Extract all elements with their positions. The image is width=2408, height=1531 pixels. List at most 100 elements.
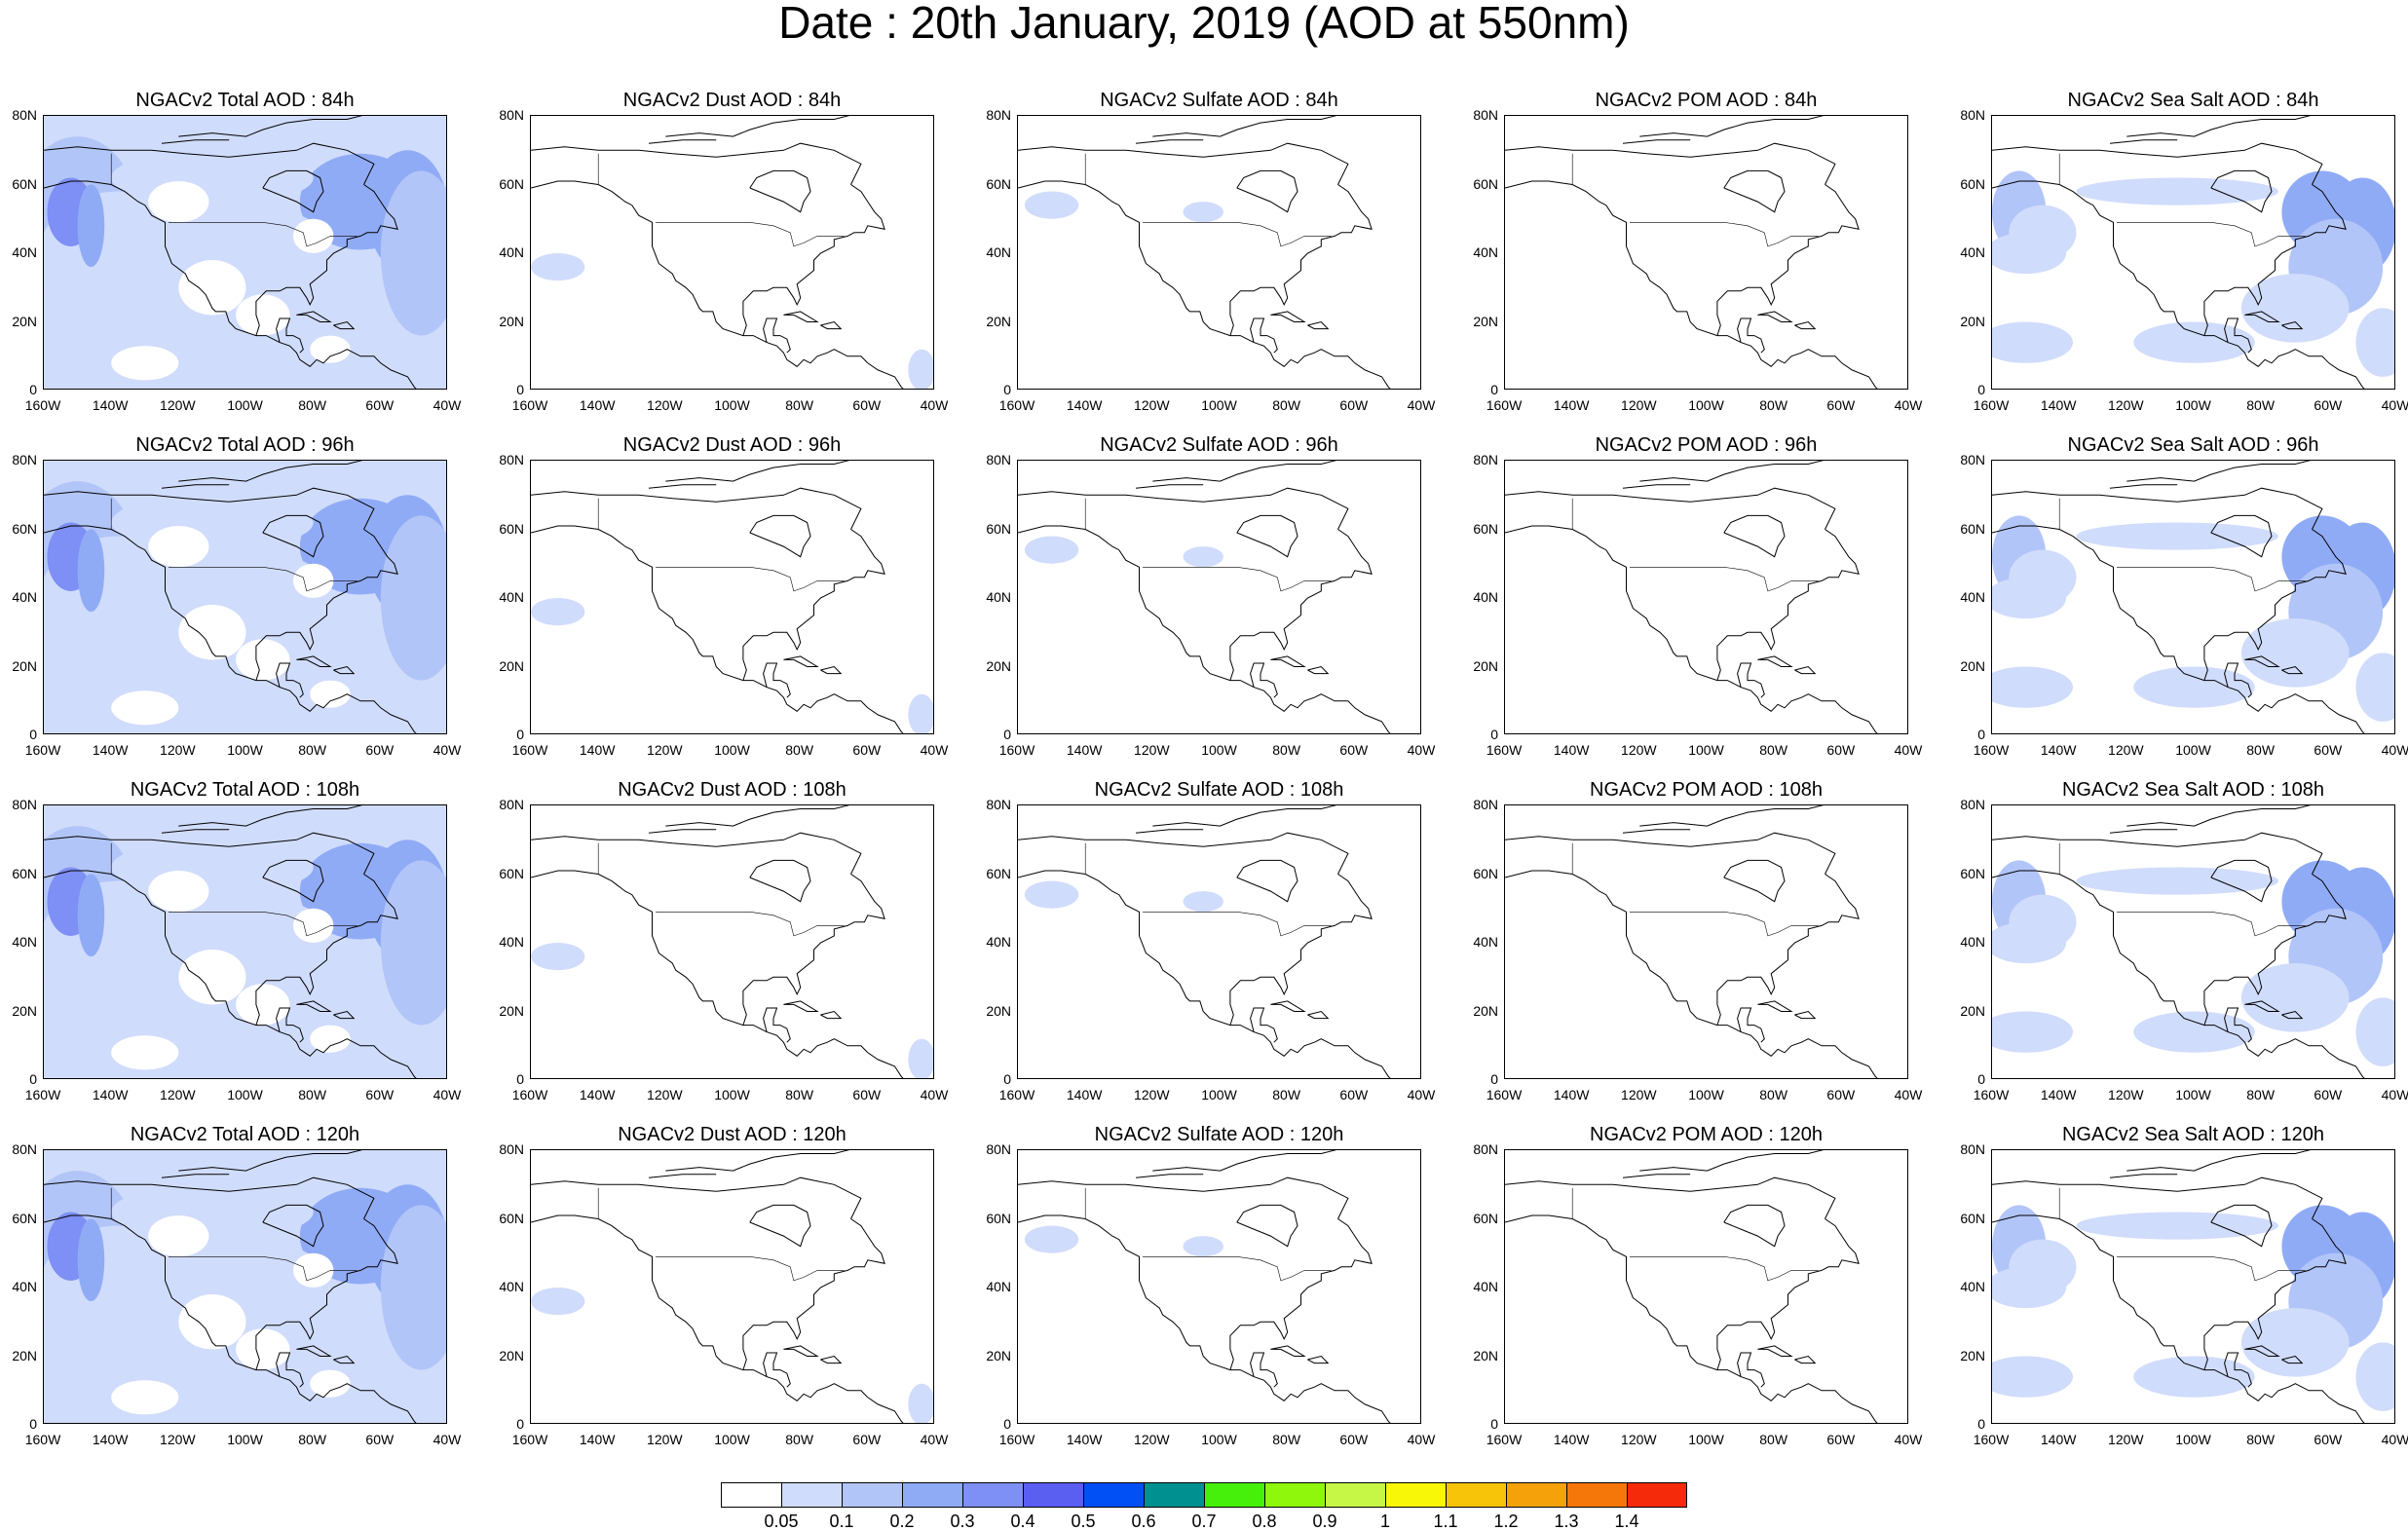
country-border [656, 912, 845, 937]
aod-field-patch [908, 349, 933, 389]
map-panel [1504, 1149, 1908, 1424]
aod-field-patch [47, 294, 142, 350]
aod-field-patch [47, 984, 142, 1039]
lat-tick-label: 20N [499, 1347, 524, 1363]
lat-tick-label: 60N [1960, 175, 1985, 192]
map-panel [43, 115, 447, 390]
aod-field-patch [2355, 308, 2394, 377]
aod-field-patch [1992, 1356, 2073, 1398]
aod-field-patch [531, 1288, 585, 1316]
aod-field-patch [1183, 891, 1223, 913]
lat-tick-label: 60N [12, 175, 37, 192]
colorbar-swatch [1506, 1482, 1566, 1508]
panel-title: NGACv2 Dust AOD : 120h [618, 1124, 847, 1145]
lon-tick-label: 140W [2040, 742, 2077, 758]
colorbar-swatch [1325, 1482, 1385, 1508]
lat-tick-label: 20N [12, 657, 37, 674]
map-panel [1017, 1149, 1421, 1424]
lon-tick-label: 160W [24, 397, 61, 413]
lat-tick-label: 40N [986, 934, 1011, 950]
lat-tick-label: 0 [516, 727, 524, 742]
map-panel [1991, 804, 2395, 1079]
aod-field-patch [531, 598, 585, 626]
lat-tick-label: 0 [29, 1071, 37, 1087]
lon-tick-label: 60W [1339, 742, 1369, 758]
lon-tick-label: 100W [1201, 1432, 1237, 1447]
lat-tick-label: 0 [1003, 727, 1011, 742]
lat-tick-label: 20N [1960, 1347, 1985, 1363]
country-border [1630, 1256, 1819, 1282]
colorbar-label: 1.4 [1614, 1512, 1639, 1531]
lon-tick-label: 80W [298, 1087, 327, 1102]
aod-field-patch [282, 935, 378, 1019]
country-border [1630, 222, 1819, 247]
aod-field-patch [531, 253, 585, 281]
lon-tick-label: 60W [365, 1432, 395, 1447]
aod-field-patch [1992, 1011, 2073, 1053]
lon-tick-label: 120W [647, 1087, 683, 1102]
panel-title: NGACv2 Sea Salt AOD : 84h [2067, 90, 2319, 111]
colorbar-label: 0.5 [1071, 1512, 1096, 1531]
lat-tick-label: 60N [986, 520, 1011, 537]
lon-tick-label: 120W [1621, 1432, 1657, 1447]
lon-tick-label: 160W [1486, 1432, 1523, 1447]
lat-tick-label: 80N [1473, 1141, 1498, 1157]
lon-tick-label: 80W [1272, 1432, 1301, 1447]
aod-field-patch [2076, 867, 2278, 895]
lat-tick-label: 60N [499, 865, 524, 881]
lon-tick-label: 40W [1894, 1432, 1923, 1447]
lat-tick-label: 60N [12, 865, 37, 881]
lat-tick-label: 20N [1960, 313, 1985, 329]
lon-tick-label: 100W [1201, 742, 1237, 758]
lon-tick-label: 120W [647, 742, 683, 758]
coastlines [1018, 1150, 1391, 1423]
aod-field-patch [1183, 1236, 1223, 1257]
lon-tick-label: 160W [511, 742, 548, 758]
lat-tick-label: 20N [1473, 657, 1498, 674]
lat-tick-label: 80N [1473, 797, 1498, 812]
panel-title: NGACv2 Dust AOD : 84h [622, 90, 842, 111]
lat-tick-label: 80N [12, 452, 37, 467]
aod-map [44, 805, 446, 1078]
aod-field-patch [2133, 321, 2255, 363]
colorbar-label: 0.8 [1252, 1512, 1277, 1531]
lat-tick-label: 40N [12, 244, 37, 260]
lon-tick-label: 100W [1688, 397, 1724, 413]
lat-tick-label: 0 [516, 1416, 524, 1432]
lon-tick-label: 160W [24, 1432, 61, 1447]
lon-tick-label: 160W [24, 1087, 61, 1102]
aod-map [531, 461, 933, 733]
coastlines [531, 116, 904, 389]
colorbar-swatch [1264, 1482, 1325, 1508]
colorbar [721, 1482, 1687, 1510]
colorbar-label: 0.7 [1191, 1512, 1217, 1531]
lon-tick-label: 160W [511, 397, 548, 413]
map-panel [43, 804, 447, 1079]
lon-tick-label: 60W [1826, 1432, 1856, 1447]
lat-tick-label: 20N [986, 1002, 1011, 1019]
aod-field-patch [111, 1184, 314, 1240]
lon-tick-label: 40W [1894, 397, 1923, 413]
aod-field-patch [1992, 921, 2067, 964]
lon-tick-label: 60W [2314, 1432, 2343, 1447]
lon-tick-label: 80W [1272, 1087, 1301, 1102]
lon-tick-label: 100W [2175, 1432, 2211, 1447]
clean-air-patch [236, 294, 290, 336]
lon-tick-label: 80W [785, 742, 814, 758]
lat-tick-label: 0 [1003, 1071, 1011, 1087]
aod-map [1992, 116, 2394, 389]
map-panel [530, 804, 934, 1079]
lat-tick-label: 80N [1960, 797, 1985, 812]
country-border [169, 222, 357, 247]
lon-tick-label: 60W [2314, 397, 2343, 413]
clean-air-patch [292, 563, 334, 598]
clean-air-patch [111, 691, 179, 726]
lat-tick-label: 20N [1960, 657, 1985, 674]
lon-tick-label: 80W [1272, 742, 1301, 758]
lon-tick-label: 140W [579, 1087, 616, 1102]
panel-title: NGACv2 Dust AOD : 96h [622, 434, 842, 456]
map-panel [1504, 115, 1908, 390]
colorbar-label: 1.2 [1493, 1512, 1519, 1531]
lat-tick-label: 20N [499, 657, 524, 674]
